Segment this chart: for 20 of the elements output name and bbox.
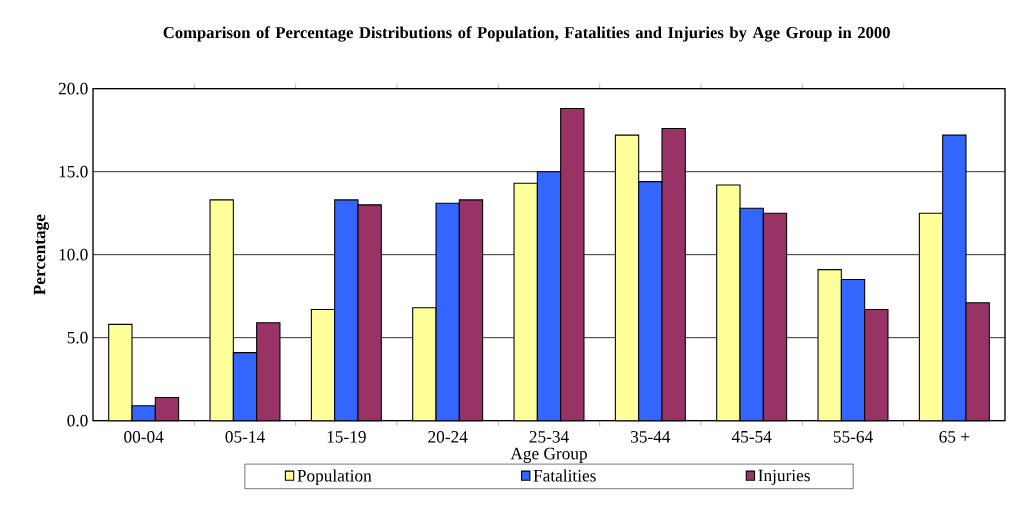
x-tick-label: 05-14 — [225, 431, 265, 443]
x-tick-label: 35-44 — [631, 431, 671, 443]
x-tick-label: 55-64 — [833, 431, 873, 443]
x-tick-label: 45-54 — [731, 431, 772, 443]
y-tick-label: 15.0 — [59, 165, 88, 178]
legend-label: Injuries — [758, 469, 810, 485]
chart-title: Comparison of Percentage Distributions of Population, Fatalities and Injuries by Age Group in 2000 — [163, 26, 890, 42]
y-tick-label: 0.0 — [67, 414, 88, 427]
x-tick-label: 20-24 — [428, 431, 468, 443]
legend-label: Fatalities — [533, 469, 596, 482]
y-axis-title: Percentage — [33, 214, 49, 295]
x-axis-title: Age Group — [510, 447, 587, 463]
x-tick-label: 65 + — [939, 431, 970, 443]
x-tick-label: 25-34 — [529, 431, 569, 443]
x-tick-label: 15-19 — [327, 431, 366, 443]
y-tick-label: 10.0 — [59, 248, 88, 261]
y-tick-label: 5.0 — [67, 331, 88, 344]
x-tick-label: 00-04 — [124, 431, 164, 443]
y-tick-label: 20.0 — [58, 82, 88, 95]
legend-label: Population — [297, 469, 372, 486]
